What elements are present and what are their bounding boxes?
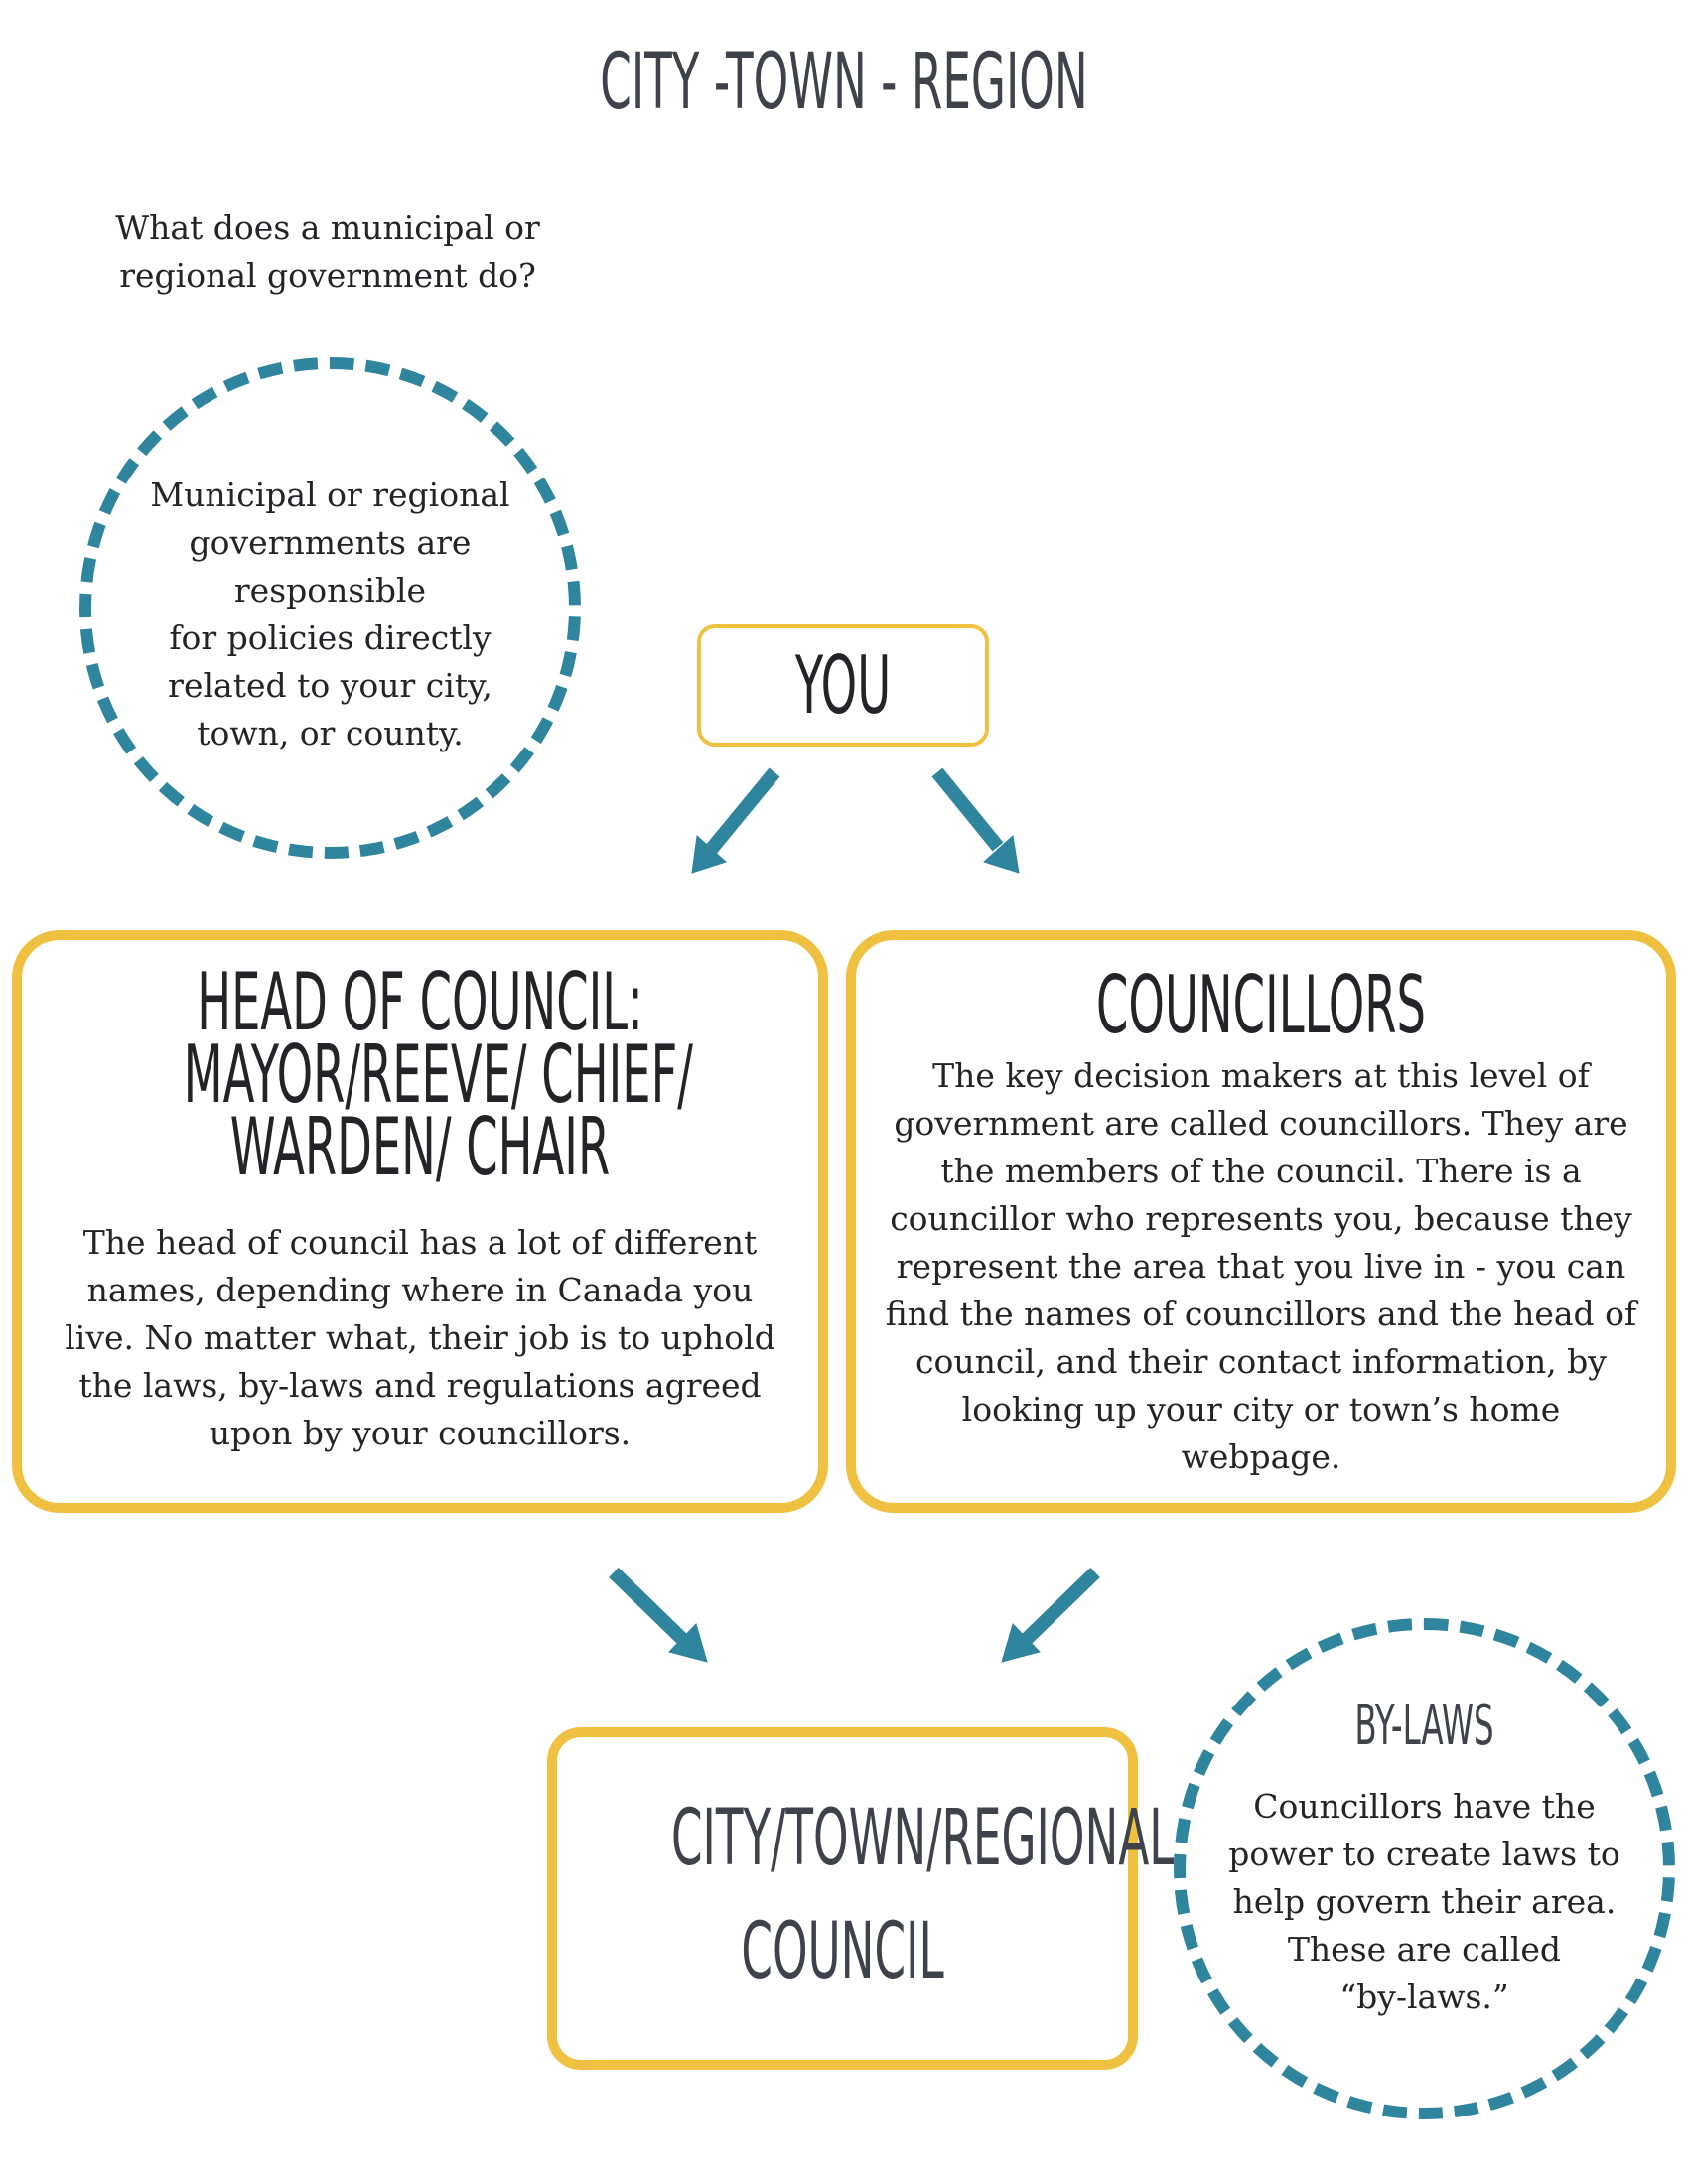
head-title-line: MAYOR/REEVE/ CHIEF/ <box>183 1028 693 1121</box>
councillors-text-line: councillor who represents you, because t… <box>890 1199 1632 1238</box>
you-label: YOU <box>794 639 892 732</box>
council-title-line: CITY/TOWN/REGIONAL <box>670 1794 1175 1883</box>
councillors-text-line: the members of the council. There is a <box>940 1152 1582 1190</box>
councillors-text: The key decision makers at this level of… <box>869 1052 1653 1481</box>
council-node <box>547 1727 1138 2070</box>
council-title: CITY/TOWN/REGIONAL COUNCIL <box>670 1782 1175 2008</box>
councillors-text-line: represent the area that you live in - yo… <box>896 1247 1626 1286</box>
question-line: What does a municipal or <box>115 208 540 247</box>
bylaws-text-line: help govern their area. <box>1232 1882 1617 1921</box>
councillors-card <box>846 930 1676 1513</box>
definition-line: responsible <box>233 571 427 610</box>
intro-question: What does a municipal or regional govern… <box>89 205 566 300</box>
definition-line: town, or county. <box>197 714 464 752</box>
councillors-title: COUNCILLORS <box>1096 959 1426 1051</box>
councillors-text-line: council, and their contact information, … <box>915 1342 1607 1381</box>
bylaws-title: BY-LAWS <box>1354 1694 1494 1758</box>
head-text-line: upon by your councillors. <box>209 1414 632 1452</box>
councillors-text-line: webpage. <box>1181 1437 1341 1476</box>
bylaws-text-line: “by-laws.” <box>1339 1978 1509 2016</box>
arrow-you-to-councillors <box>931 767 1020 874</box>
councillors-text-line: looking up your city or town’s home <box>961 1390 1561 1429</box>
bylaws-text: Councillors have the power to create law… <box>1213 1783 1635 2021</box>
head-title-line: WARDEN/ CHAIR <box>229 1101 611 1193</box>
arrow-head-to-council <box>609 1567 708 1663</box>
bylaws-text-line: Councillors have the <box>1253 1787 1596 1826</box>
definition-line: for policies directly <box>169 618 492 657</box>
definition-line: governments are <box>189 523 472 562</box>
question-line: regional government do? <box>119 256 536 295</box>
bylaws-text-line: power to create laws to <box>1228 1835 1620 1873</box>
council-title-line: COUNCIL <box>741 1907 944 1996</box>
head-text-line: the laws, by-laws and regulations agreed <box>78 1366 762 1405</box>
head-title-line: HEAD OF COUNCIL: <box>197 956 643 1048</box>
head-of-council-card <box>12 930 828 1513</box>
definition-text: Municipal or regional governments are re… <box>119 472 541 757</box>
head-of-council-title: HEAD OF COUNCIL: MAYOR/REEVE/ CHIEF/ WAR… <box>183 956 693 1193</box>
councillors-text-line: government are called councillors. They … <box>894 1104 1628 1143</box>
arrow-you-to-head <box>691 767 780 874</box>
bylaws-text-line: These are called <box>1287 1930 1562 1969</box>
you-node: YOU <box>697 624 989 747</box>
head-text-line: live. No matter what, their job is to up… <box>65 1318 775 1357</box>
head-text-line: The head of council has a lot of differe… <box>82 1223 758 1262</box>
councillors-text-line: The key decision makers at this level of <box>932 1056 1590 1095</box>
definition-line: Municipal or regional <box>150 476 510 514</box>
arrow-councillors-to-council <box>1001 1567 1100 1663</box>
page-title: CITY -TOWN - REGION <box>600 38 1088 127</box>
councillors-text-line: find the names of councillors and the he… <box>885 1295 1637 1333</box>
head-text-line: names, depending where in Canada you <box>86 1271 754 1309</box>
head-of-council-text: The head of council has a lot of differe… <box>50 1219 790 1457</box>
definition-line: related to your city, <box>168 666 492 705</box>
